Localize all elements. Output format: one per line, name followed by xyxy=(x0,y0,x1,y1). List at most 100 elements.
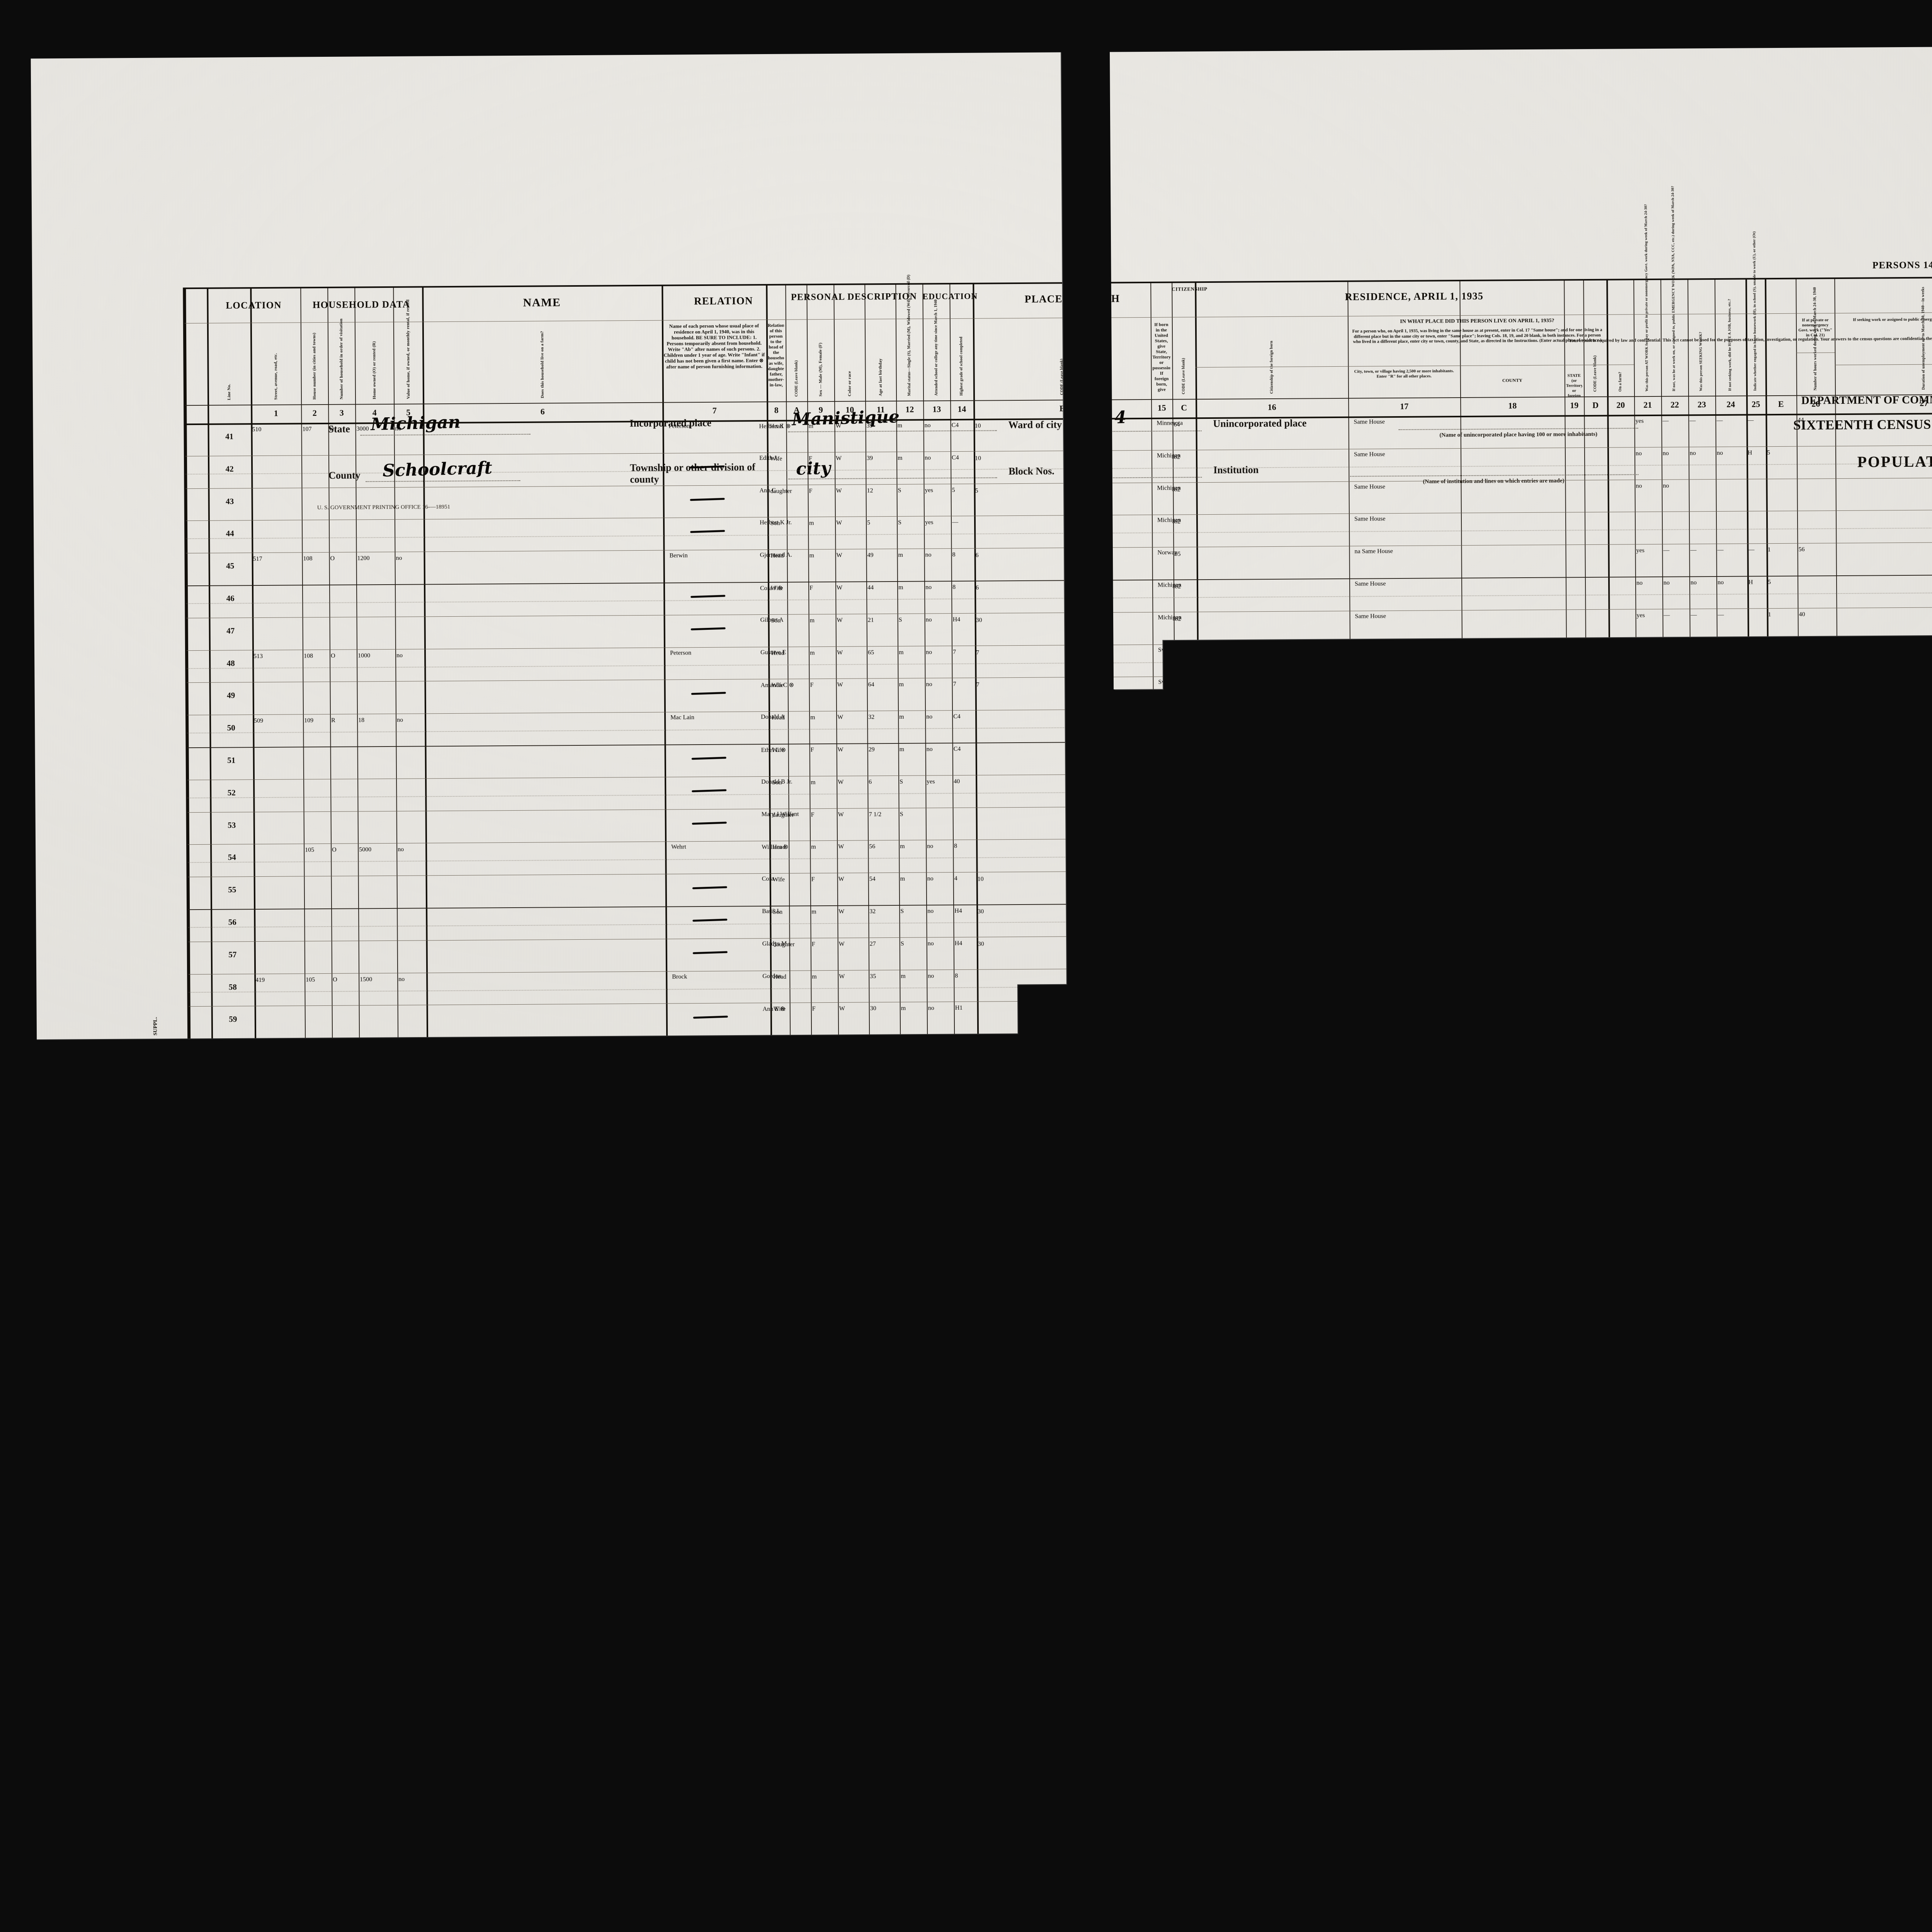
cell-hours-worked[interactable]: 75 xyxy=(1803,1194,1839,1201)
cell-place-of-birth[interactable]: Michigan xyxy=(1160,906,1179,913)
cell-sex[interactable]: m xyxy=(814,1329,839,1336)
cell-at-work[interactable]: no xyxy=(1637,677,1662,684)
cell-residence-place[interactable]: Same House xyxy=(1361,1616,1471,1624)
cell-sex[interactable]: m xyxy=(815,1394,839,1401)
cell-age[interactable]: 11 xyxy=(871,1070,899,1077)
cell-color-race[interactable]: W xyxy=(839,940,867,947)
cell-house-number[interactable]: 109 xyxy=(304,717,329,724)
cell-code-b[interactable]: 5 xyxy=(975,486,1150,495)
cell-at-work[interactable]: no xyxy=(1641,1260,1665,1267)
cell-at-work[interactable]: no xyxy=(1636,450,1660,457)
cell-attended-school[interactable]: no xyxy=(931,1555,956,1562)
cell-at-work[interactable]: no xyxy=(1638,742,1662,748)
cell-street[interactable]: 419 xyxy=(255,976,303,984)
cell-other-status[interactable]: H xyxy=(1752,1226,1769,1233)
cell-residence-place[interactable]: Same House xyxy=(1360,1454,1470,1462)
cell-residence-place[interactable]: na Same House xyxy=(1355,677,1465,685)
cell-attended-school[interactable]: no xyxy=(925,584,950,591)
cell-residence-state[interactable]: Wis xyxy=(1574,1194,1591,1201)
supp-cell-name[interactable]: Wehrt Cora xyxy=(262,1874,486,1892)
cell-had-job[interactable]: — xyxy=(1718,611,1746,618)
supp-cell-tongue[interactable]: English xyxy=(861,1893,1020,1908)
cell-had-job[interactable]: — xyxy=(1720,935,1748,942)
cell-at-work[interactable]: yes xyxy=(1636,547,1661,554)
cell-residence-place[interactable]: na Same House xyxy=(1359,1325,1469,1332)
cell-household-number[interactable]: O xyxy=(335,1332,360,1339)
cell-sex[interactable]: F xyxy=(809,455,833,462)
cell-code-d[interactable]: Lodo xyxy=(1589,1099,1610,1105)
cell-residence-place[interactable]: Wis xyxy=(1359,1293,1469,1300)
cell-emergency-work[interactable]: — xyxy=(1662,417,1687,424)
cell-lives-on-farm[interactable]: no xyxy=(396,555,423,562)
cell-had-job[interactable]: no xyxy=(1720,1000,1749,1007)
cell-code-e[interactable]: 1 xyxy=(1772,1323,1801,1330)
cell-age[interactable]: 29 xyxy=(869,746,897,753)
cell-household-number[interactable]: R xyxy=(331,717,356,724)
cell-emergency-work[interactable]: — xyxy=(1666,968,1690,975)
cell-emergency-work[interactable]: — xyxy=(1666,935,1690,942)
cell-seeking-work[interactable]: — xyxy=(1694,1194,1719,1201)
cell-place-of-birth[interactable]: Milwaukee xyxy=(1162,1294,1181,1301)
cell-age[interactable]: 44 xyxy=(867,584,896,591)
cell-age[interactable]: 10 xyxy=(874,1621,902,1628)
cell-place-of-birth[interactable]: Michigan xyxy=(1164,1650,1183,1657)
cell-had-job[interactable]: — xyxy=(1719,903,1748,910)
cell-attended-school[interactable]: no xyxy=(929,1167,954,1173)
cell-marital-status[interactable]: Wd xyxy=(904,1523,929,1530)
cell-code-c[interactable]: 62 xyxy=(1174,519,1195,526)
cell-at-work[interactable]: no xyxy=(1640,1227,1665,1234)
supp-cell-codeJ[interactable]: 7 xyxy=(1823,1870,1858,1882)
cell-color-race[interactable]: W xyxy=(837,617,866,624)
cell-attended-school[interactable]: no xyxy=(929,1134,954,1141)
cell-attended-school[interactable]: no xyxy=(925,454,949,461)
cell-age[interactable]: 18 xyxy=(873,1459,901,1466)
cell-attended-school[interactable]: no xyxy=(926,616,951,623)
cell-color-race[interactable]: W xyxy=(836,552,865,559)
cell-code-c[interactable]: 62 xyxy=(1178,1166,1199,1173)
cell-code-c[interactable]: 62 xyxy=(1181,1619,1202,1626)
cell-seeking-work[interactable]: — xyxy=(1690,547,1715,554)
supp-cell-ss44[interactable]: 0 xyxy=(1240,1893,1279,1906)
cell-lives-on-farm[interactable]: no xyxy=(402,1558,429,1565)
cell-had-job[interactable]: no xyxy=(1718,676,1747,683)
cell-place-of-birth[interactable]: Michigan xyxy=(1160,938,1179,945)
cell-marital-status[interactable]: S xyxy=(898,487,922,494)
cell-color-race[interactable]: W xyxy=(841,1329,870,1336)
cell-residence-place[interactable]: Same House xyxy=(1360,1486,1470,1494)
cell-code-c[interactable]: 06 xyxy=(1175,680,1196,687)
cell-color-race[interactable]: W xyxy=(842,1556,871,1563)
cell-color-race[interactable]: W xyxy=(839,1038,868,1045)
cell-code-c[interactable]: 62 xyxy=(1181,1587,1202,1594)
cell-attended-school[interactable]: no xyxy=(927,843,952,850)
cell-attended-school[interactable]: yes xyxy=(932,1652,957,1659)
cell-attended-school[interactable]: yes xyxy=(932,1685,957,1692)
cell-highest-grade[interactable]: 5 xyxy=(952,486,973,493)
cell-code-b[interactable]: 8 xyxy=(980,1264,1155,1272)
cell-code-b[interactable]: 6 xyxy=(976,583,1151,592)
cell-relationship[interactable]: Head xyxy=(772,844,789,851)
cell-sex[interactable]: F xyxy=(813,1167,838,1174)
cell-highest-grade[interactable]: C5 xyxy=(957,1361,978,1368)
cell-residence-county[interactable]: Wis xyxy=(1470,1227,1572,1235)
cell-seeking-work[interactable]: — xyxy=(1693,968,1718,975)
cell-attended-school[interactable]: yes xyxy=(931,1458,956,1465)
cell-relationship[interactable]: Wife xyxy=(771,585,788,592)
cell-code-e[interactable]: 1 xyxy=(1769,708,1797,715)
cell-color-race[interactable]: W xyxy=(840,1232,869,1239)
cell-relationship[interactable]: daughter xyxy=(777,1686,794,1693)
cell-residence-place[interactable]: Same House xyxy=(1355,612,1464,620)
cell-code-b[interactable]: 7 xyxy=(976,648,1151,656)
cell-had-job[interactable]: — xyxy=(1721,1194,1750,1201)
cell-at-work[interactable]: yes xyxy=(1638,903,1663,910)
cell-other-status[interactable]: H xyxy=(1754,1518,1771,1525)
cell-had-job[interactable]: — xyxy=(1717,547,1746,554)
cell-attended-school[interactable]: yes xyxy=(930,1264,954,1271)
cell-sex[interactable]: m xyxy=(808,423,833,430)
cell-relationship[interactable]: daughter xyxy=(773,941,790,948)
cell-sex[interactable]: m xyxy=(813,1070,837,1077)
cell-age[interactable]: 5 xyxy=(874,1685,903,1692)
cell-attended-school[interactable]: yes xyxy=(932,1620,956,1627)
cell-marital-status[interactable]: S xyxy=(902,1134,927,1141)
cell-code-c[interactable]: 62 xyxy=(1176,745,1197,752)
cell-place-of-birth[interactable]: Michigan xyxy=(1164,1683,1183,1690)
